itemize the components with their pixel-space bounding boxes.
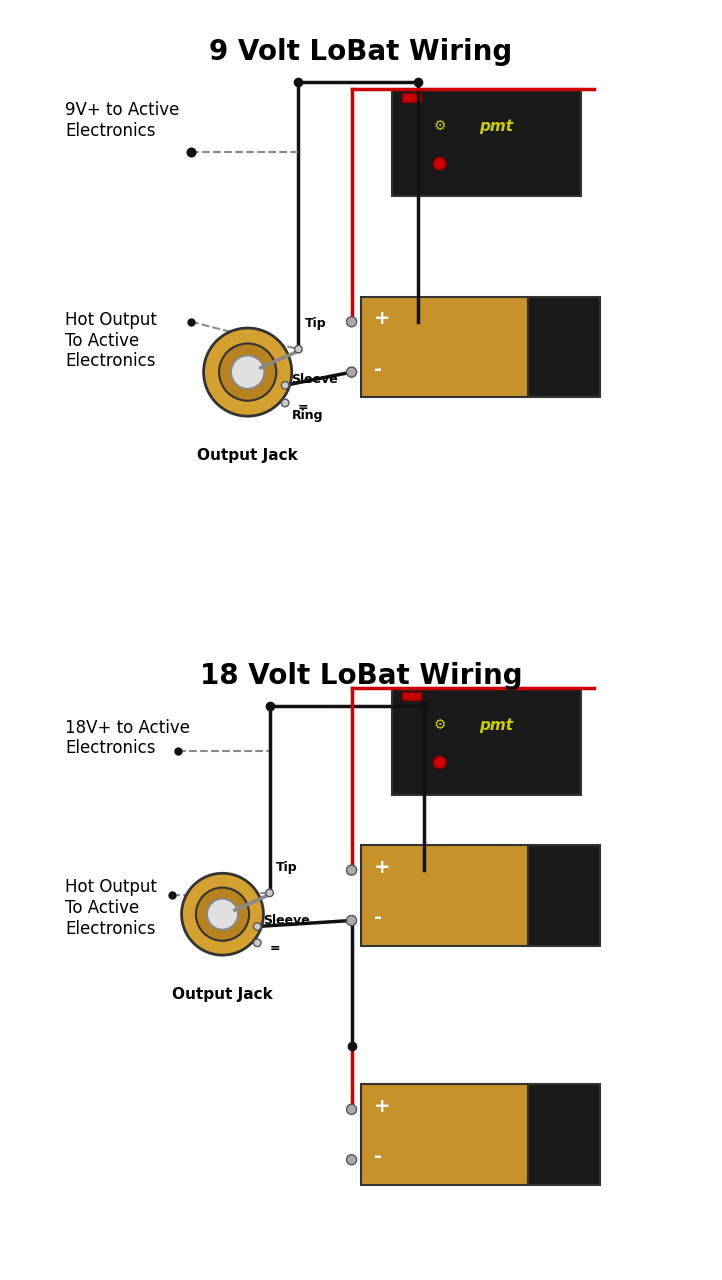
Text: +: + — [373, 310, 390, 328]
Text: 9V+ to Active
Electronics: 9V+ to Active Electronics — [65, 101, 180, 140]
Circle shape — [282, 399, 289, 407]
Circle shape — [266, 890, 274, 897]
Text: pmt: pmt — [479, 718, 513, 732]
FancyBboxPatch shape — [529, 1084, 600, 1185]
Circle shape — [347, 316, 357, 326]
Text: 18V+ to Active
Electronics: 18V+ to Active Electronics — [65, 718, 190, 758]
Text: Output Jack: Output Jack — [172, 987, 273, 1001]
FancyBboxPatch shape — [361, 845, 529, 946]
FancyBboxPatch shape — [361, 1084, 529, 1185]
Text: ⚙: ⚙ — [433, 119, 446, 133]
Text: +: + — [373, 858, 390, 877]
Text: =: = — [297, 401, 308, 413]
Text: +: + — [373, 1097, 390, 1116]
Text: Hot Output
To Active
Electronics: Hot Output To Active Electronics — [65, 311, 157, 370]
Circle shape — [433, 756, 446, 769]
Text: Sleeve: Sleeve — [292, 372, 338, 385]
Text: Tip: Tip — [305, 317, 326, 330]
Circle shape — [347, 1105, 357, 1115]
Circle shape — [219, 343, 277, 401]
Text: Hot Output
To Active
Electronics: Hot Output To Active Electronics — [65, 878, 157, 938]
Circle shape — [347, 367, 357, 378]
FancyBboxPatch shape — [393, 687, 581, 795]
Circle shape — [347, 865, 357, 876]
Text: ⚙: ⚙ — [433, 718, 446, 732]
Circle shape — [181, 873, 264, 955]
Text: =: = — [270, 942, 280, 955]
Text: -: - — [373, 1147, 382, 1166]
Circle shape — [253, 940, 261, 947]
Circle shape — [295, 346, 302, 353]
Text: Output Jack: Output Jack — [197, 448, 298, 462]
FancyBboxPatch shape — [529, 297, 600, 397]
FancyBboxPatch shape — [402, 93, 421, 101]
FancyBboxPatch shape — [402, 691, 421, 700]
Circle shape — [282, 381, 289, 389]
Circle shape — [196, 887, 249, 941]
Text: Ring: Ring — [292, 410, 323, 422]
Text: Tip: Tip — [276, 861, 297, 874]
Text: 18 Volt LoBat Wiring: 18 Volt LoBat Wiring — [200, 662, 522, 690]
Text: Sleeve: Sleeve — [264, 914, 310, 927]
Circle shape — [253, 923, 261, 931]
FancyBboxPatch shape — [361, 297, 529, 397]
Circle shape — [207, 899, 238, 929]
Circle shape — [433, 157, 446, 170]
Circle shape — [347, 1155, 357, 1165]
Text: -: - — [373, 908, 382, 927]
Text: 9 Volt LoBat Wiring: 9 Volt LoBat Wiring — [209, 38, 513, 67]
FancyBboxPatch shape — [529, 845, 600, 946]
Text: pmt: pmt — [479, 119, 513, 133]
Circle shape — [231, 356, 264, 389]
Circle shape — [204, 328, 292, 416]
Circle shape — [347, 915, 357, 925]
Text: -: - — [373, 360, 382, 379]
FancyBboxPatch shape — [393, 88, 581, 196]
